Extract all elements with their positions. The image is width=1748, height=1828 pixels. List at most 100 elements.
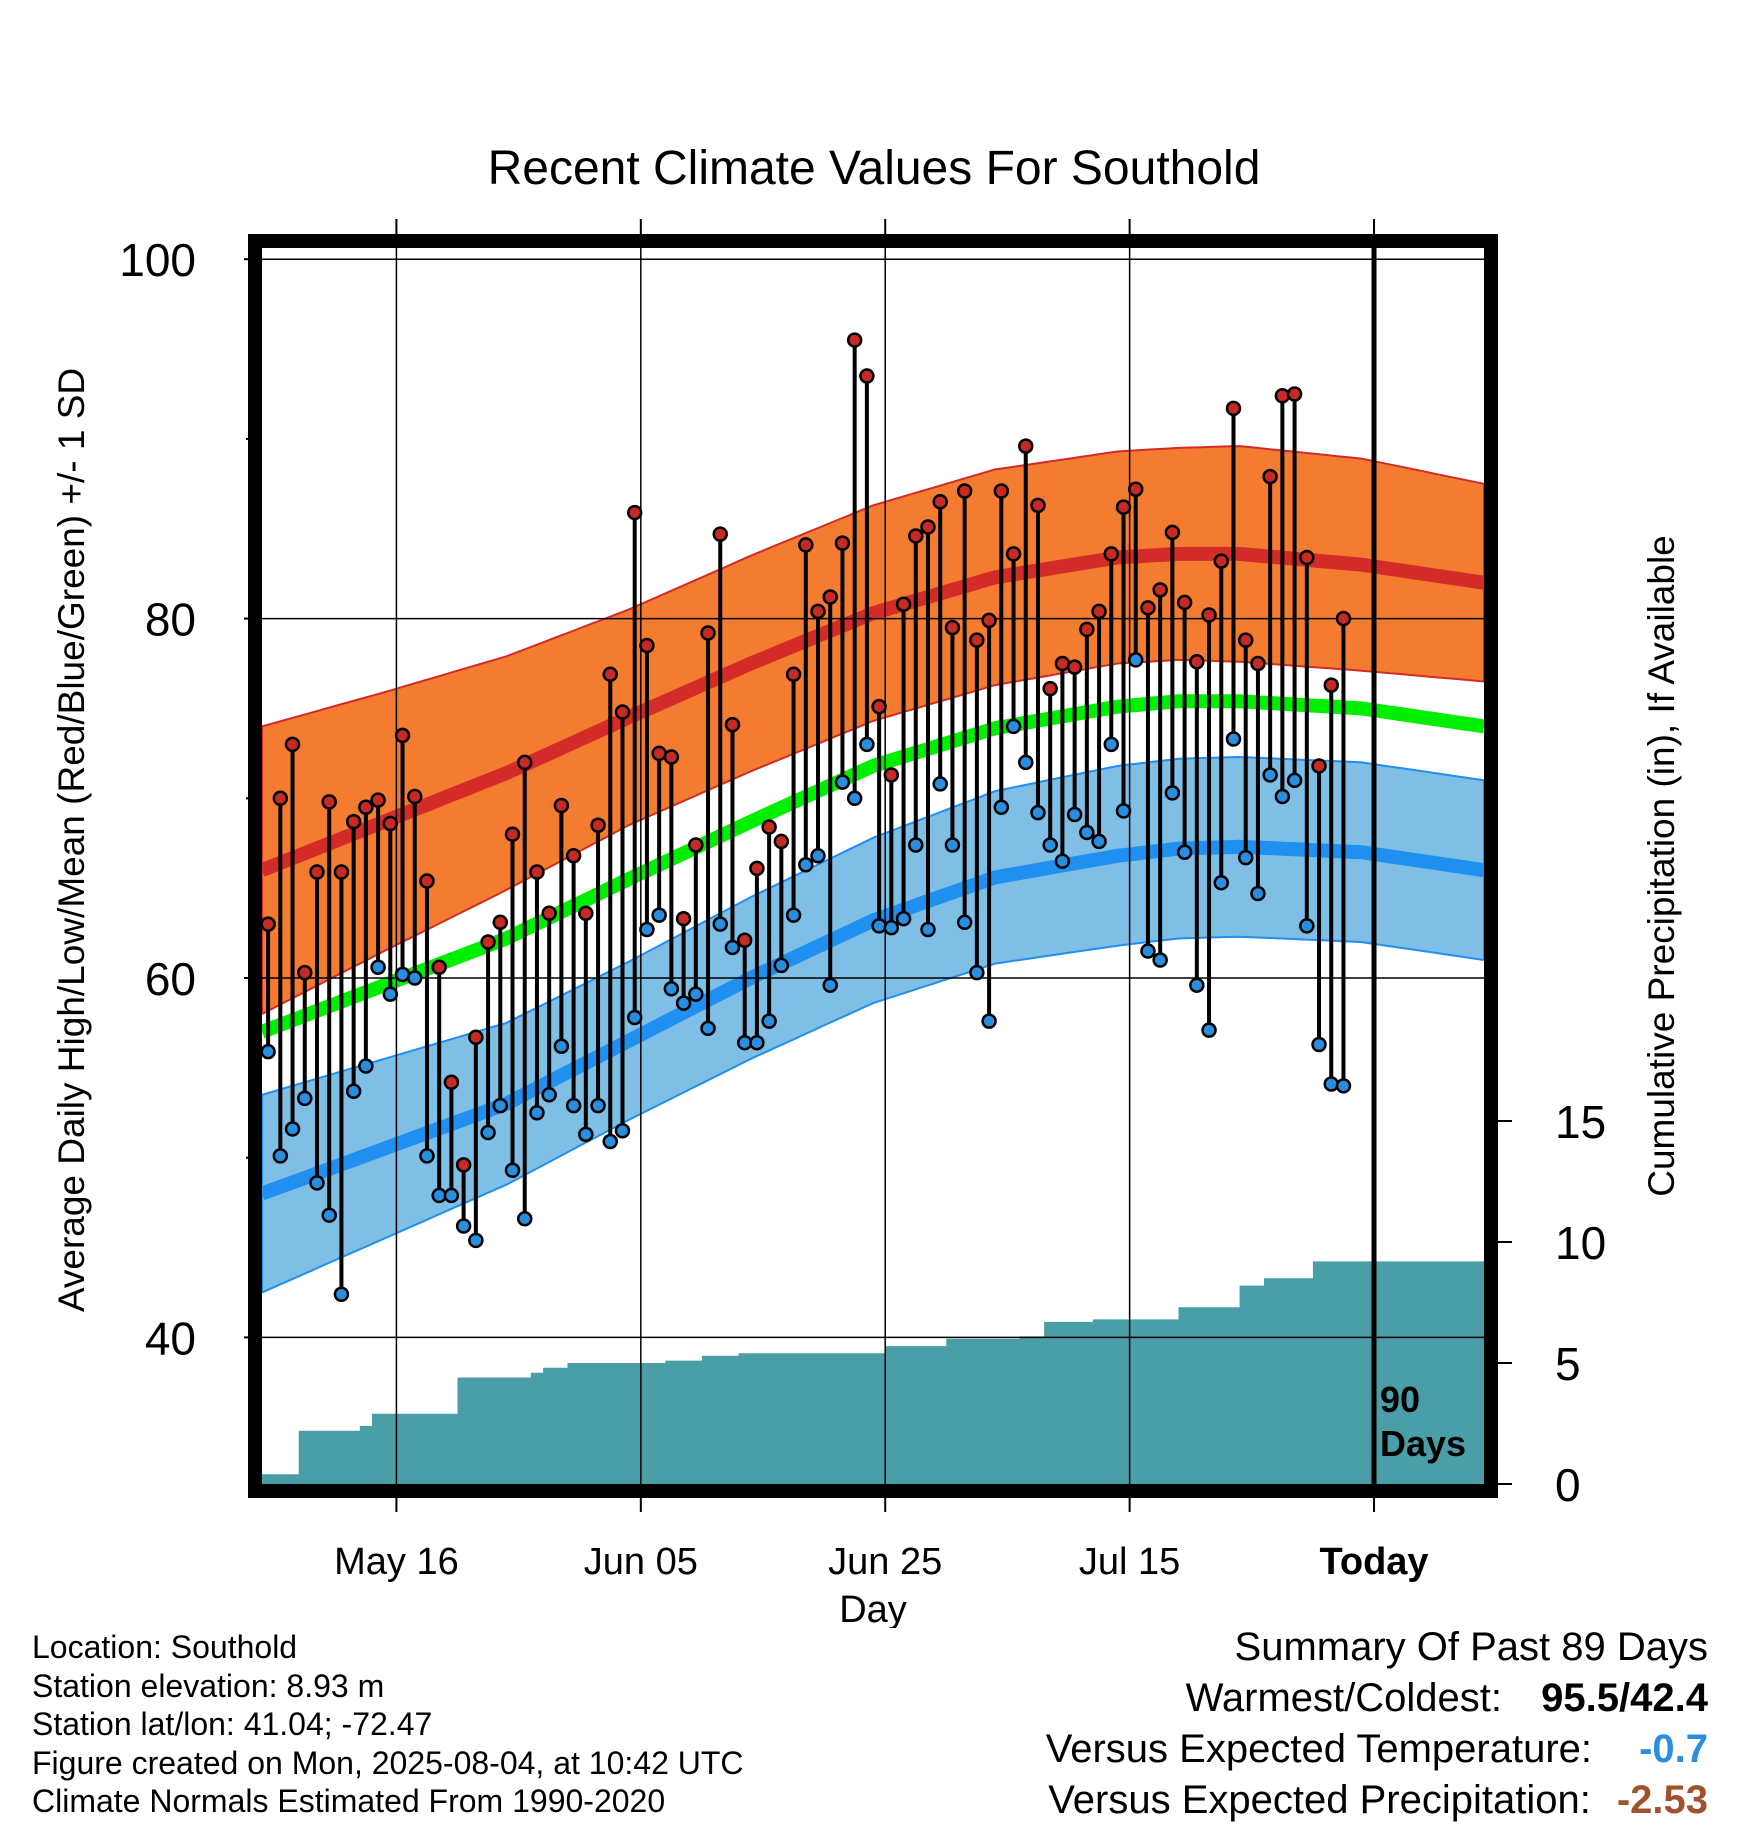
- daily-high-point: [419, 873, 435, 889]
- daily-high-point: [1311, 758, 1327, 774]
- daily-high-point: [1201, 607, 1217, 623]
- location-text: Location: Southold: [32, 1629, 298, 1665]
- daily-high-point: [810, 603, 826, 620]
- daily-high-point: [297, 964, 313, 981]
- daily-high-point: [480, 934, 496, 950]
- daily-high-point: [956, 483, 973, 499]
- daily-high-point: [908, 528, 924, 544]
- daily-high-point: [1042, 680, 1058, 697]
- daily-low-point: [516, 1211, 533, 1227]
- y-axis-right-label: Cumulative Precipitation (in), If Availa…: [1641, 535, 1682, 1197]
- precip-anomaly-value: -2.53: [1616, 1778, 1708, 1822]
- daily-low-point: [1250, 885, 1266, 902]
- daily-high-point: [834, 535, 851, 551]
- daily-high-point: [407, 788, 423, 805]
- daily-low-point: [284, 1121, 301, 1137]
- y-left-tick-label: 100: [119, 234, 196, 286]
- daily-low-point: [834, 774, 851, 790]
- summary-panel: Summary Of Past 89 Days Warmest/Coldest:…: [1046, 1622, 1708, 1826]
- y-right-tick-label: 5: [1555, 1338, 1581, 1390]
- high-sd-band: [262, 445, 1484, 1016]
- daily-high-point: [1213, 553, 1230, 569]
- daily-low-point: [749, 1034, 765, 1051]
- daily-high-point: [736, 932, 753, 949]
- daily-low-point: [565, 1097, 582, 1114]
- daily-high-point: [822, 589, 838, 605]
- daily-low-point: [541, 1087, 557, 1103]
- daily-high-point: [626, 504, 643, 521]
- daily-high-point: [541, 905, 557, 922]
- daily-low-point: [321, 1207, 337, 1223]
- daily-high-point: [272, 790, 289, 807]
- daily-low-point: [1005, 718, 1022, 735]
- daily-high-point: [1262, 468, 1278, 485]
- daily-low-point: [639, 921, 655, 938]
- daily-low-point: [262, 1043, 276, 1060]
- daily-low-point: [1091, 833, 1107, 850]
- daily-low-point: [1030, 804, 1046, 821]
- daily-high-point: [883, 767, 900, 783]
- daily-low-point: [480, 1124, 496, 1141]
- daily-low-point: [1176, 844, 1193, 860]
- y-left-tick-label: 40: [145, 1312, 196, 1364]
- x-tick-label: May 16: [334, 1541, 459, 1583]
- x-tick-label: Jun 05: [584, 1541, 698, 1583]
- today-days-word: Days: [1380, 1423, 1466, 1464]
- coldest-value: 42.4: [1630, 1676, 1708, 1720]
- daily-low-point: [1237, 849, 1254, 866]
- daily-low-point: [846, 790, 863, 807]
- daily-high-point: [284, 736, 301, 753]
- daily-low-point: [602, 1133, 619, 1150]
- daily-low-point: [1115, 803, 1132, 819]
- daily-low-point: [895, 910, 912, 927]
- daily-low-point: [981, 1013, 997, 1029]
- daily-high-point: [1127, 481, 1144, 497]
- daily-high-point: [895, 596, 912, 612]
- daily-high-point: [761, 819, 777, 835]
- climate-chart: Recent Climate Values For Southold 90Day…: [51, 142, 1682, 1628]
- daily-low-point: [688, 986, 704, 1002]
- daily-high-point: [578, 905, 594, 922]
- daily-high-point: [358, 799, 374, 816]
- daily-low-point: [908, 837, 924, 853]
- axes: 40 60 80 100 0 5 10 15 May 16 Jun 05 Jun 25 Jul 15 T…: [119, 219, 1606, 1583]
- daily-low-point: [1213, 875, 1230, 891]
- daily-high-point: [785, 666, 802, 683]
- y-right-tick-label: 10: [1555, 1217, 1606, 1269]
- warmest-value: 95.5: [1541, 1676, 1620, 1720]
- daily-high-point: [1152, 582, 1168, 598]
- daily-low-point: [1140, 943, 1156, 959]
- precip-row: Versus Expected Precipitation: -2.53: [1046, 1775, 1708, 1826]
- daily-high-point: [1030, 497, 1046, 514]
- daily-low-point: [724, 939, 741, 956]
- daily-high-point: [1299, 549, 1315, 566]
- elevation-text: Station elevation: 8.93 m: [32, 1667, 385, 1704]
- daily-low-point: [358, 1058, 374, 1074]
- daily-high-point: [981, 612, 997, 629]
- plot-frame: [248, 234, 1498, 1498]
- daily-low-point: [651, 907, 667, 923]
- daily-high-point: [1018, 438, 1034, 454]
- daily-high-point: [1274, 388, 1291, 404]
- daily-high-point: [1164, 524, 1181, 541]
- daily-low-point: [1323, 1076, 1339, 1092]
- x-tick-label: Jul 15: [1079, 1541, 1180, 1583]
- daily-high-point: [675, 910, 692, 927]
- daily-high-point: [920, 519, 936, 535]
- daily-low-point: [761, 1013, 777, 1029]
- daily-low-point: [492, 1097, 509, 1114]
- daily-low-point: [626, 1009, 643, 1026]
- daily-low-point: [345, 1083, 362, 1099]
- temp-label: Versus Expected Temperature:: [1045, 1727, 1592, 1771]
- normal-low-line: [262, 839, 1484, 1201]
- y-axis-left-label: Average Daily High/Low/Mean (Red/Blue/Gr…: [51, 368, 92, 1312]
- daily-high-point: [431, 959, 447, 975]
- daily-low-point: [1299, 918, 1315, 934]
- normals-text: Climate Normals Estimated From 1990-2020: [32, 1783, 666, 1819]
- daily-low-point: [1286, 772, 1303, 789]
- daily-low-point: [969, 964, 985, 981]
- daily-high-point: [1250, 655, 1266, 672]
- daily-low-point: [468, 1232, 484, 1249]
- daily-low-point: [443, 1187, 460, 1204]
- x-tick-label: Today: [1319, 1541, 1428, 1583]
